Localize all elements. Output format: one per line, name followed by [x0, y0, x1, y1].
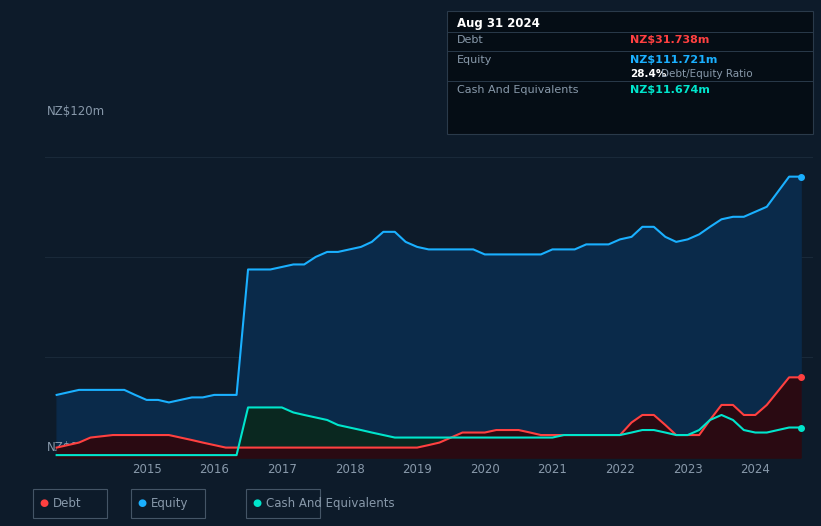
Text: Debt: Debt [457, 35, 484, 45]
Text: Equity: Equity [151, 497, 189, 510]
Text: Equity: Equity [457, 55, 493, 65]
Text: NZ$111.721m: NZ$111.721m [631, 55, 718, 65]
Text: Debt: Debt [53, 497, 81, 510]
Text: 28.4%: 28.4% [631, 69, 667, 79]
Text: NZ$0: NZ$0 [47, 441, 78, 454]
Text: ●: ● [39, 498, 48, 509]
Text: Cash And Equivalents: Cash And Equivalents [457, 85, 579, 95]
Text: NZ$120m: NZ$120m [47, 105, 105, 118]
Text: NZ$11.674m: NZ$11.674m [631, 85, 710, 95]
Text: Debt/Equity Ratio: Debt/Equity Ratio [662, 69, 753, 79]
Text: NZ$31.738m: NZ$31.738m [631, 35, 709, 45]
Text: ●: ● [253, 498, 261, 509]
Text: Cash And Equivalents: Cash And Equivalents [266, 497, 395, 510]
Text: ●: ● [138, 498, 146, 509]
Text: Aug 31 2024: Aug 31 2024 [457, 17, 540, 30]
